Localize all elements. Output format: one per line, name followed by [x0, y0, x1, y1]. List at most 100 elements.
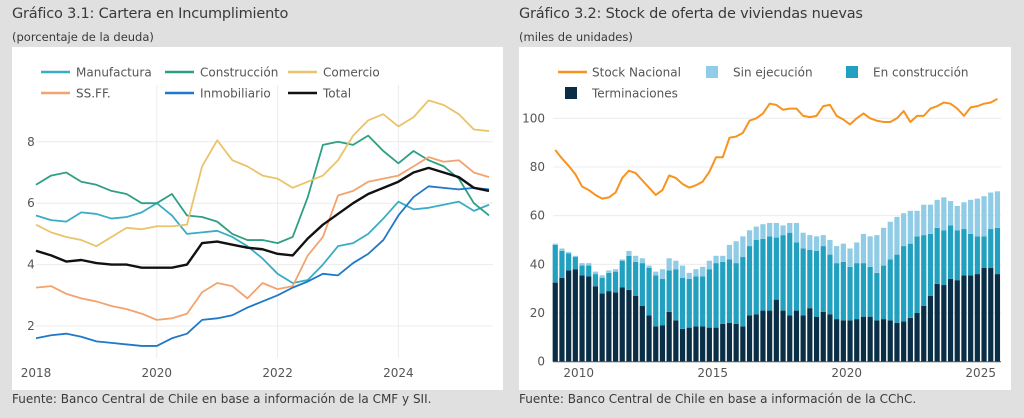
bar-terminaciones	[653, 326, 659, 362]
bar-terminaciones	[586, 276, 592, 362]
chart2-source: Fuente: Banco Central de Chile en base a…	[519, 392, 917, 406]
bar-en-construccion	[854, 263, 860, 320]
bar-en-construccion	[787, 232, 793, 316]
bar-terminaciones	[880, 319, 887, 362]
bar-sin-ejecucion	[867, 236, 873, 267]
bar-en-construccion	[934, 227, 940, 284]
bar-sin-ejecucion	[646, 265, 652, 268]
bar-sin-ejecucion	[572, 255, 578, 258]
bar-terminaciones	[887, 320, 893, 362]
bar-terminaciones	[840, 320, 846, 362]
legend-label: Terminaciones	[591, 87, 678, 101]
bar-terminaciones	[968, 275, 974, 362]
bar-en-construccion	[673, 269, 679, 321]
legend-label: Construcción	[200, 66, 278, 80]
bar-en-construccion	[820, 246, 826, 312]
x-tick-label: 2025	[965, 366, 996, 380]
bar-en-construccion	[840, 261, 846, 321]
bar-sin-ejecucion	[773, 222, 779, 238]
bar-sin-ejecucion	[552, 243, 558, 245]
bar-terminaciones	[679, 328, 686, 362]
bar-sin-ejecucion	[981, 196, 987, 237]
bar-sin-ejecucion	[586, 263, 592, 266]
bar-en-construccion	[947, 225, 954, 279]
bar-sin-ejecucion	[807, 235, 813, 250]
bar-terminaciones	[994, 274, 1001, 362]
bar-sin-ejecucion	[713, 255, 719, 264]
bar-en-construccion	[612, 271, 619, 293]
bar-en-construccion	[767, 236, 773, 311]
bar-terminaciones	[807, 308, 813, 362]
bar-sin-ejecucion	[740, 236, 746, 258]
bar-terminaciones	[559, 277, 565, 362]
bar-terminaciones	[746, 315, 753, 362]
bar-terminaciones	[592, 286, 599, 362]
bar-terminaciones	[860, 316, 867, 362]
x-tick-label: 2010	[563, 366, 594, 380]
bar-en-construccion	[586, 265, 592, 277]
y-tick-label: 2	[27, 319, 35, 333]
bar-en-construccion	[740, 257, 746, 327]
bar-en-construccion	[592, 274, 599, 287]
bar-sin-ejecucion	[612, 269, 619, 272]
bar-en-construccion	[793, 242, 800, 311]
bar-sin-ejecucion	[780, 225, 786, 236]
bar-en-construccion	[679, 277, 686, 329]
chart2-title: Gráfico 3.2: Stock de oferta de vivienda…	[519, 6, 863, 22]
bar-sin-ejecucion	[639, 258, 645, 264]
bar-sin-ejecucion	[767, 222, 773, 237]
bar-sin-ejecucion	[894, 216, 900, 255]
y-tick-label: 8	[27, 135, 35, 149]
bar-en-construccion	[606, 272, 612, 292]
bar-sin-ejecucion	[880, 227, 887, 266]
bar-en-construccion	[921, 235, 927, 306]
bar-en-construccion	[867, 266, 873, 317]
chart1-source: Fuente: Banco Central de Chile en base a…	[12, 392, 432, 406]
legend-label: Total	[322, 87, 351, 101]
bar-en-construccion	[961, 229, 967, 276]
bar-sin-ejecucion	[968, 199, 974, 234]
bar-sin-ejecucion	[793, 222, 800, 243]
x-tick-label: 2024	[383, 366, 414, 380]
legend-swatch	[846, 66, 858, 78]
bar-sin-ejecucion	[813, 236, 820, 251]
bar-en-construccion	[981, 236, 987, 268]
bar-sin-ejecucion	[686, 272, 692, 279]
bar-sin-ejecucion	[720, 255, 726, 262]
bar-terminaciones	[733, 323, 739, 362]
bar-sin-ejecucion	[847, 248, 853, 267]
bar-sin-ejecucion	[559, 248, 565, 251]
bar-terminaciones	[740, 326, 746, 362]
bar-sin-ejecucion	[854, 242, 860, 264]
bar-en-construccion	[927, 233, 934, 296]
bar-terminaciones	[552, 282, 558, 362]
bar-en-construccion	[800, 248, 806, 316]
legend-swatch	[565, 87, 577, 99]
bar-sin-ejecucion	[579, 263, 585, 266]
bar-sin-ejecucion	[653, 271, 659, 276]
bar-sin-ejecucion	[760, 224, 766, 239]
bar-sin-ejecucion	[827, 240, 833, 255]
bar-en-construccion	[860, 263, 867, 317]
y-tick-label: 0	[537, 355, 545, 369]
bar-sin-ejecucion	[566, 252, 572, 254]
bar-terminaciones	[934, 283, 940, 362]
legend-label: Manufactura	[76, 66, 152, 80]
bar-sin-ejecucion	[679, 265, 686, 278]
series-line-ssff	[35, 156, 490, 321]
bar-terminaciones	[633, 295, 639, 362]
bar-en-construccion	[720, 261, 726, 324]
bar-sin-ejecucion	[787, 222, 793, 233]
bar-terminaciones	[700, 326, 706, 362]
bar-terminaciones	[726, 322, 733, 362]
bar-terminaciones	[599, 293, 605, 362]
bar-en-construccion	[639, 263, 645, 306]
bar-terminaciones	[659, 325, 666, 362]
bar-sin-ejecucion	[706, 260, 712, 270]
series-line-total	[35, 166, 490, 269]
bar-terminaciones	[981, 267, 987, 362]
bar-terminaciones	[907, 317, 913, 362]
bar-en-construccion	[974, 236, 980, 275]
bar-en-construccion	[686, 278, 692, 328]
